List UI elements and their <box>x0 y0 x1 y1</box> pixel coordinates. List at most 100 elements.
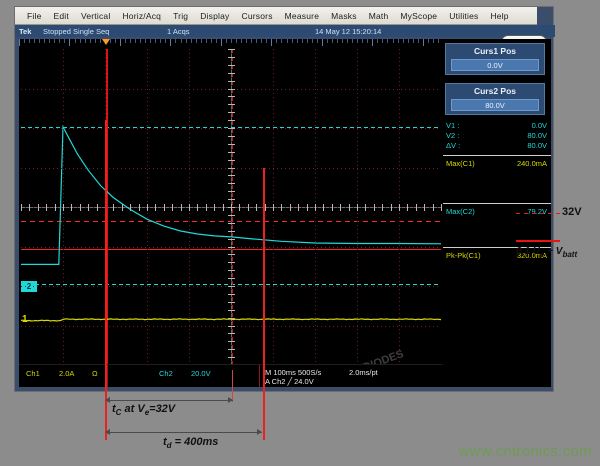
curs2-pos-control[interactable]: Curs2 Pos 80.0V <box>445 83 545 115</box>
timebase-ruler-tick <box>241 39 242 43</box>
graticule-minor-tick <box>228 73 235 74</box>
annotation-tc-sub2: e <box>144 408 150 418</box>
timebase-ruler-tick <box>317 39 318 43</box>
timebase-ruler-tick <box>100 39 101 43</box>
annotation-td-prefix: t <box>163 436 167 448</box>
acquisition-count: 1 Acqs <box>167 27 190 36</box>
graticule-minor-tick <box>206 204 207 211</box>
graticule-minor-tick <box>228 128 235 129</box>
timebase-ruler-tick <box>175 39 176 43</box>
graticule-minor-tick <box>281 204 282 211</box>
curs2-pos-value[interactable]: 80.0V <box>451 99 539 111</box>
graticule-minor-tick <box>228 239 235 240</box>
cursor-readout-v1-label: V1 : <box>446 121 460 130</box>
timebase-ruler-tick <box>226 39 227 43</box>
annotation-td-label: td = 400ms <box>163 436 218 450</box>
graticule-minor-tick <box>147 204 148 211</box>
curs1-pos-value[interactable]: 0.0V <box>451 59 539 71</box>
graticule-minor-tick <box>228 357 235 358</box>
timebase-ruler-tick <box>44 39 45 43</box>
timebase-ruler-tick <box>261 39 262 43</box>
menu-item-myscope[interactable]: MyScope <box>400 10 438 21</box>
annotation-tc-suffix: =32V <box>149 403 176 415</box>
graticule-minor-tick <box>63 204 64 211</box>
graticule-minor-tick <box>228 183 235 184</box>
menu-item-trig[interactable]: Trig <box>173 10 189 21</box>
cursor-readout-v2-label: V2 : <box>446 131 460 140</box>
menu-item-horiz-acq[interactable]: Horiz/Acq <box>122 10 162 21</box>
acquisition-state: Stopped Single Seq <box>43 27 110 36</box>
graticule-minor-tick <box>228 136 235 137</box>
timebase-ruler-tick <box>85 39 86 43</box>
menu-item-utilities[interactable]: Utilities <box>449 10 479 21</box>
graticule-minor-tick <box>181 204 182 211</box>
annotation-tc-prefix: t <box>112 403 116 415</box>
curs1-pos-control[interactable]: Curs1 Pos 0.0V <box>445 43 545 75</box>
menu-item-math[interactable]: Math <box>368 10 389 21</box>
graticule-minor-tick <box>214 204 215 211</box>
measurement-max-c1-value: 240.0mA <box>516 159 547 168</box>
menu-item-edit[interactable]: Edit <box>53 10 69 21</box>
annotation-32v-label: 32V <box>562 206 582 218</box>
menu-item-help[interactable]: Help <box>490 10 509 21</box>
timebase-ruler-tick <box>297 39 298 43</box>
timebase-ruler-tick <box>302 39 303 43</box>
ch1-label[interactable]: Ch1 <box>26 369 40 378</box>
timebase-ruler-tick <box>64 39 65 43</box>
graticule-minor-tick <box>228 302 235 303</box>
graticule-minor-tick <box>228 223 235 224</box>
graticule-minor-tick <box>228 57 235 58</box>
ch1-scale[interactable]: 2.0A <box>59 369 75 378</box>
timebase-ruler-tick <box>24 39 25 43</box>
menu-item-cursors[interactable]: Cursors <box>241 10 273 21</box>
graticule-minor-tick <box>164 204 165 211</box>
graticule-minor-tick <box>307 204 308 211</box>
timebase-ruler-tick <box>367 39 368 43</box>
graticule-minor-tick <box>315 204 316 211</box>
graticule-minor-tick <box>228 175 235 176</box>
timebase-ruler-tick <box>271 39 272 46</box>
graticule-minor-tick <box>273 204 274 211</box>
channel1-marker[interactable]: 1 <box>22 314 28 325</box>
timebase-ruler-tick <box>312 39 313 43</box>
timebase-ruler-tick <box>135 39 136 43</box>
panel-divider-3 <box>443 247 551 248</box>
graticule-minor-tick <box>332 204 333 211</box>
timebase-ruler-tick <box>181 39 182 43</box>
timebase-ruler-tick <box>80 39 81 43</box>
trigger-readout[interactable]: A Ch2 ╱ 24.0V <box>265 377 314 386</box>
timebase-rate: 2.0ms/pt <box>349 368 378 377</box>
menu-item-masks[interactable]: Masks <box>331 10 357 21</box>
timebase-ruler-tick <box>170 39 171 46</box>
graticule-minor-tick <box>433 204 434 211</box>
annotation-tc-arrow-right <box>228 397 233 403</box>
menu-item-display[interactable]: Display <box>200 10 230 21</box>
scope-display[interactable]: 2 1 VISHAY DIODES SWEETBAN Ch1 2.0A Ω Ch… <box>19 39 443 387</box>
ch1-coupling[interactable]: Ω <box>92 369 98 378</box>
graticule-minor-tick <box>340 204 341 211</box>
annotation-battery-leader <box>516 240 560 242</box>
right-side-panel: Curs1 Pos 0.0V Curs2 Pos 80.0V V1 : 0.0V… <box>443 39 551 387</box>
timebase-ruler-tick <box>423 39 424 46</box>
annotation-battery-formula-sub-b: batt <box>562 250 578 259</box>
ch2-label[interactable]: Ch2 <box>159 369 173 378</box>
scope-application-window: File Edit Vertical Horiz/Acq Trig Displa… <box>14 6 555 392</box>
annotation-32v-leader <box>516 213 560 214</box>
graticule-minor-tick <box>407 204 408 211</box>
timebase-ruler-tick <box>382 39 383 43</box>
ch2-scale[interactable]: 20.0V <box>191 369 211 378</box>
menu-item-file[interactable]: File <box>27 10 42 21</box>
graticule-minor-tick <box>248 204 249 211</box>
timebase-main[interactable]: M 100ms 500S/s <box>265 368 322 377</box>
graticule-minor-tick <box>197 204 198 211</box>
timebase-ruler-tick <box>357 39 358 43</box>
menu-item-measure[interactable]: Measure <box>284 10 320 21</box>
timebase-ruler-tick <box>276 39 277 43</box>
trigger-position-marker[interactable] <box>102 39 110 45</box>
brand-label: Tek <box>19 27 32 36</box>
menu-bar: File Edit Vertical Horiz/Acq Trig Displa… <box>15 7 537 25</box>
timebase-ruler-tick <box>438 39 439 43</box>
annotation-td-arrow-right <box>257 429 262 435</box>
measurement-max-c1-label: Max(C1) <box>446 159 475 168</box>
menu-item-vertical[interactable]: Vertical <box>80 10 111 21</box>
